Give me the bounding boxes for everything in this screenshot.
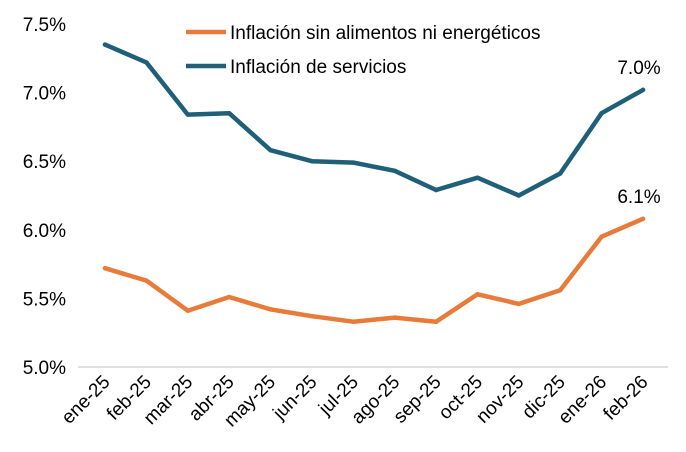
data-point bbox=[640, 87, 646, 93]
data-point bbox=[226, 110, 232, 116]
y-tick-label: 5.5% bbox=[23, 289, 66, 310]
data-point bbox=[475, 175, 480, 180]
data-point bbox=[102, 266, 108, 271]
data-point bbox=[309, 314, 315, 319]
data-point bbox=[268, 307, 273, 312]
y-axis-tick-labels: 5.0% 5.5% 6.0% 6.5% 7.0% 7.5% bbox=[23, 15, 66, 379]
legend-label: Inflación sin alimentos ni energéticos bbox=[230, 23, 541, 44]
data-point bbox=[309, 159, 315, 164]
data-point bbox=[433, 319, 439, 324]
legend: Inflación sin alimentos ni energéticos In… bbox=[186, 23, 541, 78]
data-point bbox=[144, 278, 149, 283]
x-axis-tick-labels: ene-25feb-25mar-25abr-25may-25jun-25jul-… bbox=[58, 372, 653, 432]
x-tick-label: jun-25 bbox=[269, 372, 322, 425]
x-tick-label: sep-25 bbox=[390, 372, 446, 428]
y-tick-label: 7.5% bbox=[23, 15, 66, 36]
data-point bbox=[392, 168, 397, 174]
data-point bbox=[516, 193, 522, 198]
data-point bbox=[102, 42, 108, 47]
data-point bbox=[516, 301, 522, 307]
data-point bbox=[558, 171, 563, 176]
data-point bbox=[599, 110, 604, 116]
y-tick-label: 5.0% bbox=[23, 358, 66, 379]
legend-label: Inflación de servicios bbox=[230, 57, 406, 78]
y-tick-label: 7.0% bbox=[23, 84, 66, 105]
series-lines bbox=[102, 42, 646, 324]
data-point bbox=[351, 319, 356, 324]
data-point bbox=[185, 112, 190, 117]
y-tick-label: 6.0% bbox=[23, 221, 66, 242]
data-point bbox=[226, 294, 232, 300]
data-point bbox=[433, 187, 439, 193]
data-point bbox=[558, 287, 563, 293]
series-line-1 bbox=[102, 42, 646, 198]
data-point bbox=[599, 234, 604, 239]
data-point bbox=[144, 60, 149, 65]
end-data-label: 7.0% bbox=[617, 58, 660, 79]
x-tick-label: nov-25 bbox=[472, 372, 528, 428]
end-data-label: 6.1% bbox=[617, 187, 660, 208]
data-point bbox=[392, 315, 397, 320]
data-labels: 6.1% 7.0% bbox=[617, 58, 660, 208]
y-tick-label: 6.5% bbox=[23, 152, 66, 173]
data-point bbox=[351, 160, 356, 165]
data-point bbox=[640, 216, 646, 222]
series-line-0 bbox=[102, 216, 646, 324]
x-tick-label: ene-25 bbox=[58, 372, 115, 429]
data-point bbox=[475, 292, 480, 297]
x-tick-label: feb-26 bbox=[600, 372, 653, 425]
data-point bbox=[185, 308, 190, 313]
data-point bbox=[268, 148, 273, 153]
